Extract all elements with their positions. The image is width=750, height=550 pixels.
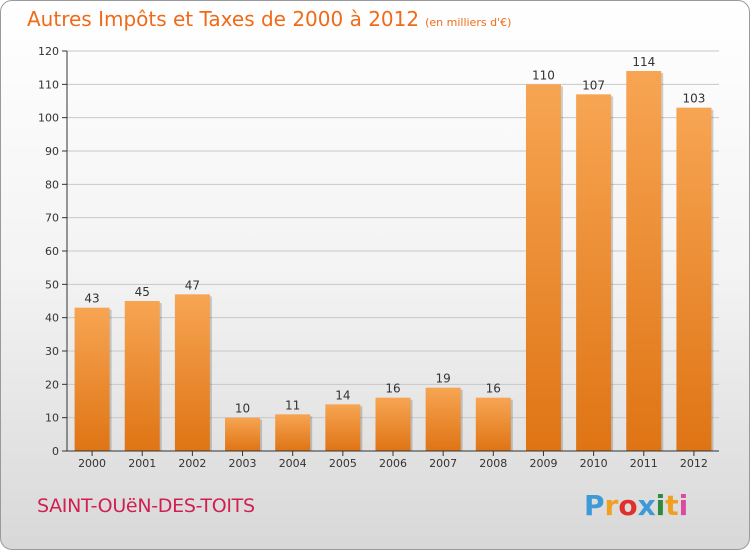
bar <box>225 417 261 451</box>
bar <box>626 71 662 451</box>
bar <box>325 404 361 451</box>
x-tick-label: 2005 <box>329 457 357 470</box>
bar-value-label: 107 <box>582 78 605 92</box>
chart-title: Autres Impôts et Taxes de 2000 à 2012 (en… <box>27 7 511 31</box>
x-tick-label: 2003 <box>229 457 257 470</box>
y-tick-label: 40 <box>45 312 59 325</box>
x-tick-label: 2002 <box>178 457 206 470</box>
bar-value-label: 103 <box>682 92 705 106</box>
y-tick-label: 110 <box>38 78 59 91</box>
bar <box>576 94 612 451</box>
bar <box>525 84 561 451</box>
x-tick-label: 2008 <box>479 457 507 470</box>
y-tick-label: 100 <box>38 112 59 125</box>
chart-subtitle: (en milliers d'€) <box>425 16 512 29</box>
logo-letter: P <box>584 489 605 522</box>
bar-value-label: 10 <box>235 402 250 416</box>
bar <box>124 301 160 451</box>
y-tick-label: 10 <box>45 412 59 425</box>
y-tick-label: 90 <box>45 145 59 158</box>
y-tick-label: 30 <box>45 345 59 358</box>
bar-value-label: 47 <box>185 278 200 292</box>
x-tick-label: 2006 <box>379 457 407 470</box>
bar-value-label: 14 <box>335 388 350 402</box>
y-tick-label: 80 <box>45 178 59 191</box>
commune-name: SAINT-OUëN-DES-TOITS <box>37 495 255 517</box>
logo-letter: x <box>637 489 656 522</box>
logo-letter: r <box>604 489 619 522</box>
bar-value-label: 43 <box>84 292 99 306</box>
bar-value-label: 110 <box>532 68 555 82</box>
y-tick-label: 120 <box>38 45 59 58</box>
y-tick-label: 20 <box>45 378 59 391</box>
chart-title-text: Autres Impôts et Taxes de 2000 à 2012 <box>27 7 420 31</box>
bar <box>676 107 712 452</box>
x-tick-label: 2004 <box>279 457 307 470</box>
x-tick-label: 2000 <box>78 457 106 470</box>
x-tick-label: 2010 <box>580 457 608 470</box>
bar <box>425 387 461 451</box>
proxiti-logo: Proxiti <box>584 489 688 522</box>
bar-value-label: 16 <box>385 382 400 396</box>
logo-letter: i <box>678 489 689 522</box>
x-tick-label: 2011 <box>630 457 658 470</box>
bar-value-label: 114 <box>632 55 655 69</box>
logo-letter: i <box>655 489 666 522</box>
x-tick-label: 2012 <box>680 457 708 470</box>
y-tick-label: 60 <box>45 245 59 258</box>
x-tick-label: 2009 <box>529 457 557 470</box>
y-tick-label: 0 <box>52 445 59 458</box>
bar-value-label: 45 <box>135 285 150 299</box>
bar-value-label: 16 <box>486 382 501 396</box>
logo-letter: o <box>618 489 638 522</box>
y-tick-label: 70 <box>45 212 59 225</box>
x-tick-label: 2001 <box>128 457 156 470</box>
bar <box>275 414 311 451</box>
x-tick-label: 2007 <box>429 457 457 470</box>
logo-letter: t <box>665 489 679 522</box>
bar <box>74 307 110 451</box>
bar <box>174 294 210 451</box>
bar-value-label: 19 <box>436 372 451 386</box>
bar <box>375 397 411 451</box>
bar-value-label: 11 <box>285 398 300 412</box>
bar <box>475 397 511 451</box>
y-tick-label: 50 <box>45 278 59 291</box>
